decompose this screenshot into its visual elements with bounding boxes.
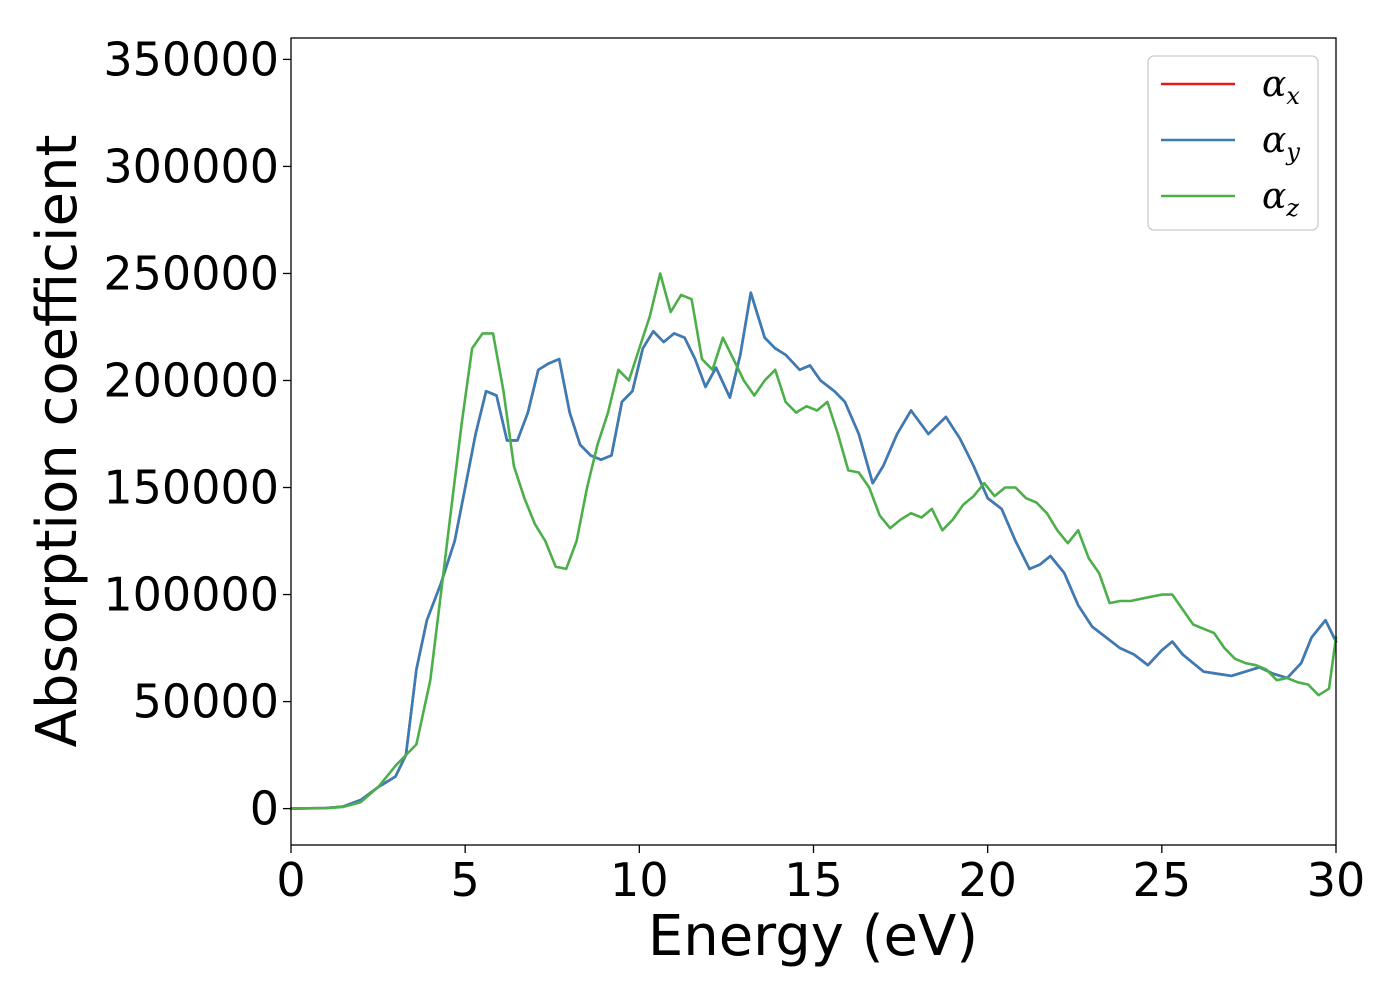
x-tick-label: 10 (610, 853, 669, 907)
y-tick-label: 300000 (103, 139, 279, 193)
x-tick-label: 20 (958, 853, 1017, 907)
legend-label: αy (1262, 120, 1300, 166)
y-tick-label: 350000 (103, 32, 279, 86)
x-tick-label: 5 (451, 853, 480, 907)
y-tick-label: 250000 (103, 246, 279, 300)
legend-subscript: y (1285, 138, 1300, 166)
x-tick-label: 25 (1133, 853, 1192, 907)
y-axis-label: Absorption coefficient (25, 135, 90, 748)
y-tick-label: 50000 (133, 675, 279, 729)
x-axis: 0 5 10 15 20 25 30 (276, 845, 1365, 907)
legend-symbol: α (1262, 120, 1286, 161)
y-tick-label: 0 (250, 782, 279, 836)
legend-subscript: z (1285, 194, 1299, 222)
x-tick-label: 0 (276, 853, 305, 907)
x-tick-label: 30 (1307, 853, 1366, 907)
y-tick-label: 200000 (103, 353, 279, 407)
y-axis: 0 50000 100000 150000 200000 250000 300000 3500… (103, 32, 291, 836)
legend-symbol: α (1262, 176, 1286, 217)
y-tick-label: 100000 (103, 568, 279, 622)
series-layer (289, 272, 1338, 810)
x-tick-label: 15 (784, 853, 843, 907)
legend-label: αx (1262, 64, 1300, 110)
legend-label: αz (1262, 176, 1299, 222)
series-line-3 (289, 272, 1338, 810)
x-axis-label: Energy (eV) (648, 904, 978, 969)
series-line-2 (289, 291, 1338, 810)
legend-box (1147, 55, 1319, 231)
legend-subscript: x (1286, 82, 1300, 110)
y-tick-label: 150000 (103, 461, 279, 515)
legend-symbol: α (1262, 64, 1286, 105)
